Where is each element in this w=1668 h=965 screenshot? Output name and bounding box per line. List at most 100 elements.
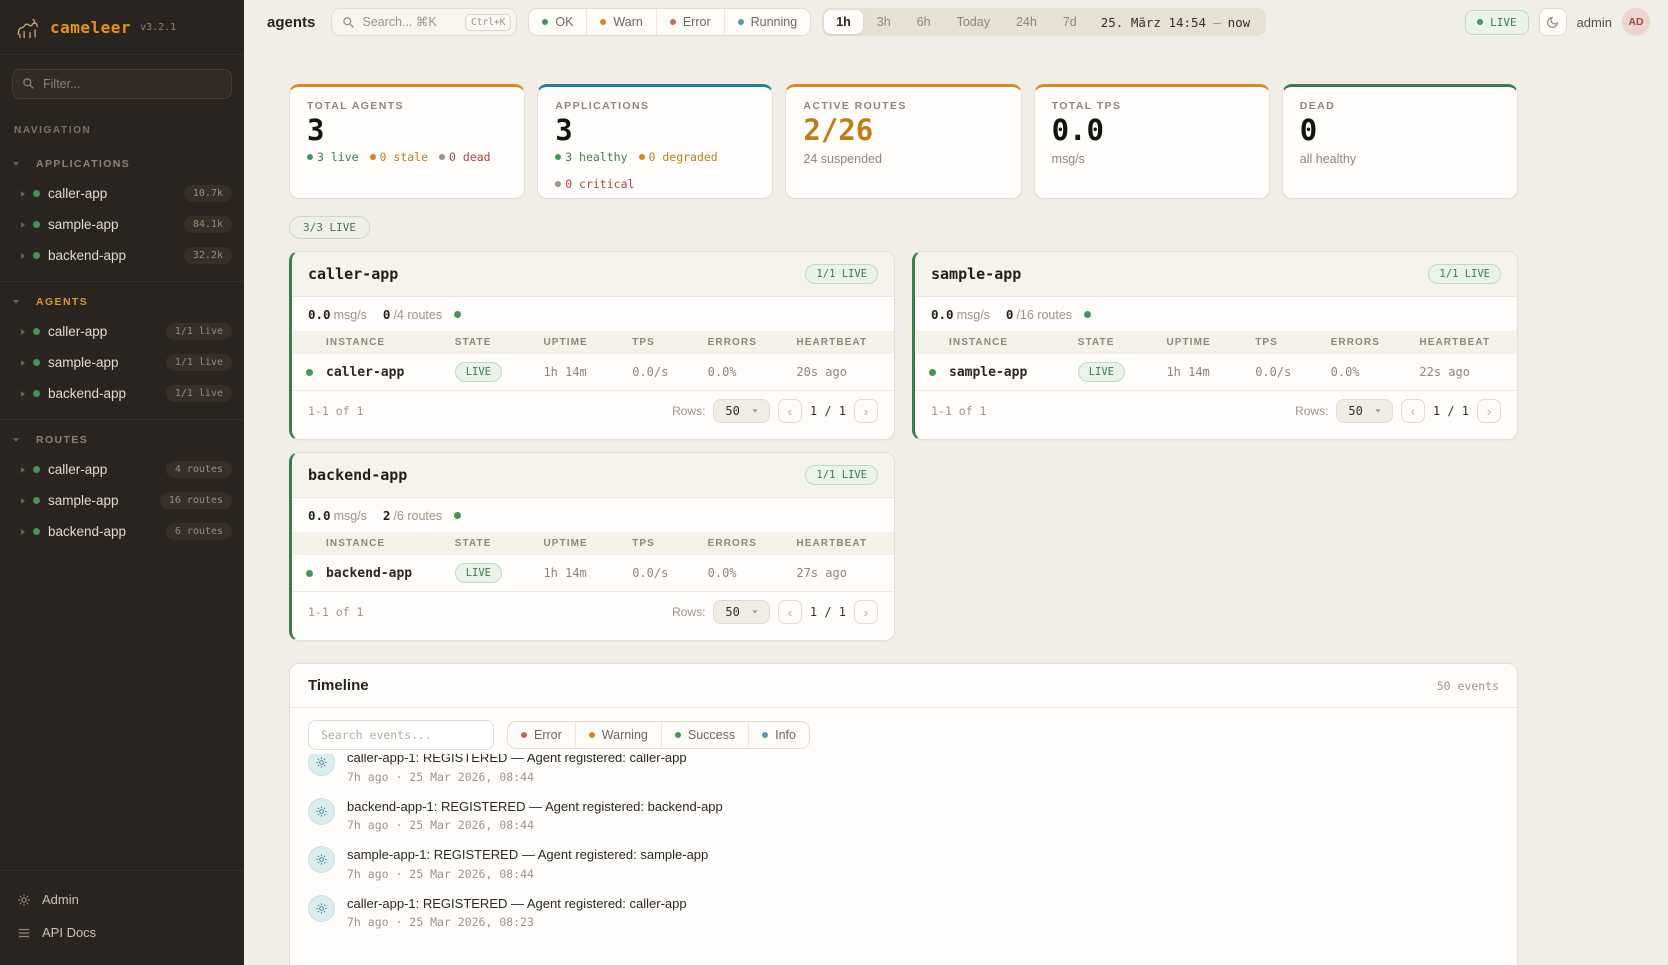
rows-per-page-select[interactable]: 50 xyxy=(713,600,770,624)
timeline-search-input[interactable] xyxy=(308,720,494,750)
table-row[interactable]: caller-app LIVE 1h 14m 0.0/s 0.0% 20s ag… xyxy=(292,354,894,391)
app-card-sample-app: sample-app 1/1 LIVE 0.0 msg/s 0 /16 rout… xyxy=(912,251,1518,440)
timeline-event-list[interactable]: caller-app-1: REGISTERED — Agent registe… xyxy=(290,754,1517,965)
chevron-down-icon xyxy=(752,610,758,614)
instance-status-dot xyxy=(305,569,313,577)
sidebar-item-agents-backend-app[interactable]: backend-app 1/1 live xyxy=(0,378,244,409)
chevron-right-icon xyxy=(21,190,25,197)
state-badge: LIVE xyxy=(1077,362,1125,382)
filter-ok[interactable]: OK xyxy=(529,9,586,35)
next-page-button[interactable]: › xyxy=(1477,399,1501,423)
status-dot xyxy=(33,252,40,259)
timeline-event[interactable]: sample-app-1: REGISTERED — Agent registe… xyxy=(308,839,1499,888)
filter-running[interactable]: Running xyxy=(723,9,811,35)
stat-value: 3 xyxy=(307,113,325,147)
timeline-filter-warning[interactable]: Warning xyxy=(574,722,661,748)
search-input[interactable] xyxy=(362,15,459,29)
timeline-filter-info[interactable]: Info xyxy=(748,722,809,748)
event-timestamp: 7h ago · 25 Mar 2026, 08:44 xyxy=(347,866,534,881)
sidebar-item-agents-caller-app[interactable]: caller-app 1/1 live xyxy=(0,316,244,347)
timeline-filter-success[interactable]: Success xyxy=(660,722,748,748)
status-dot xyxy=(33,497,40,504)
prev-page-button[interactable]: ‹ xyxy=(777,399,802,423)
stat-value: 3 xyxy=(555,113,573,147)
table-header: INSTANCE STATE UPTIME TPS ERRORS HEARTBE… xyxy=(292,331,894,354)
live-dot xyxy=(307,154,313,161)
chevron-right-icon xyxy=(21,390,25,397)
agent-gear-icon xyxy=(316,757,327,768)
next-page-button[interactable]: › xyxy=(854,600,878,624)
prev-page-button[interactable]: ‹ xyxy=(777,600,802,624)
filter-warn[interactable]: Warn xyxy=(586,9,655,35)
range-24h[interactable]: 24h xyxy=(1015,15,1037,29)
theme-toggle-button[interactable] xyxy=(1538,8,1567,36)
sidebar-item-agents-sample-app[interactable]: sample-app 1/1 live xyxy=(0,347,244,378)
filter-error[interactable]: Error xyxy=(655,9,724,35)
range-1h[interactable]: 1h xyxy=(824,10,863,34)
sidebar-item-routes-sample-app[interactable]: sample-app 16 routes xyxy=(0,485,244,516)
table-row[interactable]: sample-app LIVE 1h 14m 0.0/s 0.0% 22s ag… xyxy=(915,354,1517,391)
app-card-title: caller-app xyxy=(308,265,399,283)
row-range-label: 1-1 of 1 xyxy=(308,404,364,418)
dead-dot xyxy=(439,154,446,161)
range-6h[interactable]: 6h xyxy=(916,15,931,29)
range-today[interactable]: Today xyxy=(956,15,990,29)
chevron-right-icon xyxy=(21,466,25,473)
section-header-agents[interactable]: AGENTS xyxy=(0,288,244,316)
degraded-dot xyxy=(638,154,645,161)
chevron-right-icon xyxy=(21,359,25,366)
moon-icon xyxy=(1546,16,1558,28)
timeline-search xyxy=(308,720,494,750)
next-page-button[interactable]: › xyxy=(854,399,878,423)
state-badge: LIVE xyxy=(454,362,502,382)
time-display: 25. März 14:54 — now xyxy=(1091,15,1264,30)
app-card-backend-app: backend-app 1/1 LIVE 0.0 msg/s 2 /6 rout… xyxy=(289,452,895,641)
time-range-group: 1h 3h 6h Today 24h 7d 25. März 14:54 — n… xyxy=(822,8,1267,36)
app-health-dot xyxy=(454,512,462,519)
table-row[interactable]: backend-app LIVE 1h 14m 0.0/s 0.0% 27s a… xyxy=(292,555,894,592)
live-status-badge[interactable]: LIVE xyxy=(1465,9,1529,35)
sidebar-item-routes-caller-app[interactable]: caller-app 4 routes xyxy=(0,454,244,485)
sidebar-section-agents: AGENTS caller-app 1/1 live sample-app 1/… xyxy=(0,281,244,419)
critical-dot xyxy=(555,180,562,187)
time-current: 25. März 14:54 xyxy=(1100,14,1207,30)
app-tps-value: 0.0 xyxy=(931,307,954,322)
count-badge: 16 routes xyxy=(159,492,232,509)
status-dot xyxy=(33,390,40,397)
timeline-event[interactable]: caller-app-1: REGISTERED — Agent registe… xyxy=(308,754,1499,791)
timeline-event[interactable]: backend-app-1: REGISTERED — Agent regist… xyxy=(308,791,1499,840)
timeline-card: Timeline 50 events Error Warning xyxy=(289,663,1518,965)
section-header-routes[interactable]: ROUTES xyxy=(0,426,244,454)
chevron-right-icon xyxy=(21,497,25,504)
filter-input[interactable] xyxy=(12,69,232,99)
event-title: caller-app-1: REGISTERED — Agent registe… xyxy=(347,895,687,911)
range-3h[interactable]: 3h xyxy=(876,15,891,29)
sidebar-item-applications-caller-app[interactable]: caller-app 10.7k xyxy=(0,178,244,209)
error-dot xyxy=(521,732,527,738)
sidebar-item-applications-sample-app[interactable]: sample-app 84.1k xyxy=(0,209,244,240)
stat-card-applications: APPLICATIONS 3 3 healthy 0 degraded 0 cr… xyxy=(537,84,774,199)
warning-dot xyxy=(588,732,595,738)
stat-card-total-agents: TOTAL AGENTS 3 3 live 0 stale 0 dead xyxy=(289,84,526,199)
timeline-event[interactable]: caller-app-1: REGISTERED — Agent registe… xyxy=(308,888,1499,937)
timeline-filter-error[interactable]: Error xyxy=(508,722,575,748)
navigation-label: NAVIGATION xyxy=(14,125,92,136)
sidebar-item-applications-backend-app[interactable]: backend-app 32.2k xyxy=(0,240,244,271)
topbar: agents Ctrl+K OK Warn Error Running xyxy=(244,0,1668,44)
rows-per-page-select[interactable]: 50 xyxy=(713,399,770,423)
event-timestamp: 7h ago · 25 Mar 2026, 08:44 xyxy=(347,769,534,784)
app-tps-value: 0.0 xyxy=(308,307,331,322)
table-header: INSTANCE STATE UPTIME TPS ERRORS HEARTBE… xyxy=(915,331,1517,354)
list-icon xyxy=(18,928,30,937)
range-7d[interactable]: 7d xyxy=(1062,15,1077,29)
prev-page-button[interactable]: ‹ xyxy=(1400,399,1425,423)
avatar[interactable]: AD xyxy=(1622,8,1650,36)
section-header-applications[interactable]: APPLICATIONS xyxy=(0,150,244,178)
sidebar-item-api-docs[interactable]: API Docs xyxy=(0,916,244,949)
stat-card-dead: DEAD 0 all healthy xyxy=(1281,84,1518,199)
app-card-title: sample-app xyxy=(931,265,1022,283)
sidebar-item-admin[interactable]: Admin xyxy=(0,883,244,916)
sidebar-item-routes-backend-app[interactable]: backend-app 6 routes xyxy=(0,516,244,547)
rows-per-page-select[interactable]: 50 xyxy=(1336,399,1393,423)
chevron-right-icon xyxy=(21,328,25,335)
